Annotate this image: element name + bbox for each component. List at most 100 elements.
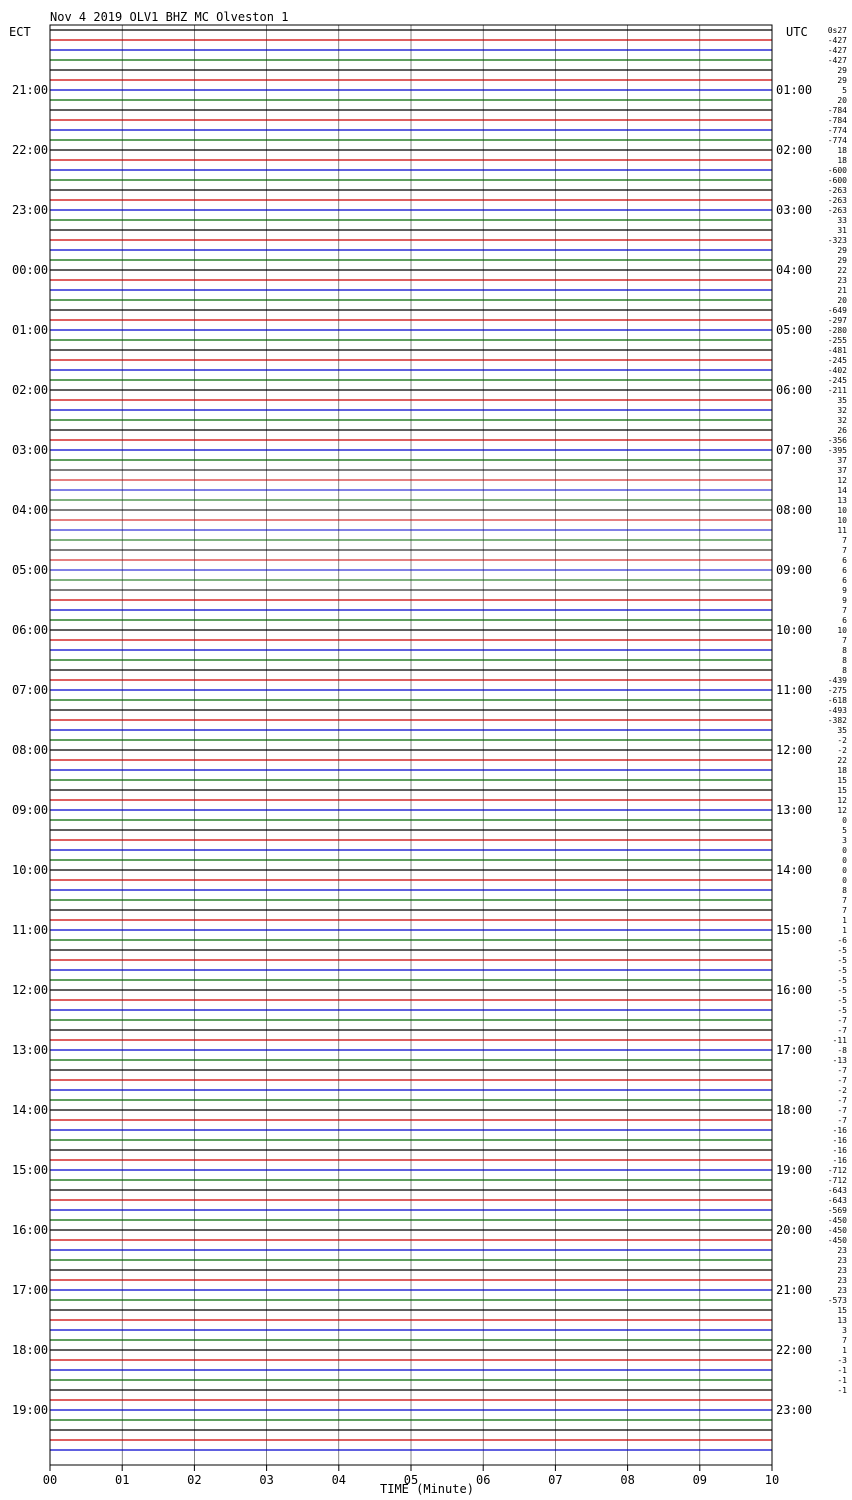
- trace-offset-label: -712: [828, 1176, 847, 1185]
- trace-offset-label: -297: [828, 316, 847, 325]
- trace-offset-label: 10: [837, 516, 847, 525]
- local-hour-label: 02:00: [12, 383, 48, 397]
- local-hour-label: 10:00: [12, 863, 48, 877]
- x-tick-label: 10: [765, 1473, 779, 1487]
- local-hour-label: 15:00: [12, 1163, 48, 1177]
- trace-offset-label: 5: [842, 826, 847, 835]
- minute-grid: [121, 25, 701, 1465]
- trace-offset-label: 10: [837, 626, 847, 635]
- x-axis-label: TIME (Minute): [380, 1482, 474, 1496]
- utc-hour-label: 20:00: [776, 1223, 812, 1237]
- local-hour-label: 00:00: [12, 263, 48, 277]
- trace-offset-label: 29: [837, 76, 847, 85]
- trace-offset-label: 8: [842, 886, 847, 895]
- utc-hour-label: 10:00: [776, 623, 812, 637]
- trace-offset-label: 33: [837, 216, 847, 225]
- trace-offset-label: -1: [837, 1376, 847, 1385]
- local-hour-label: 05:00: [12, 563, 48, 577]
- plot-frame: [49, 24, 773, 1466]
- trace-offset-label: -649: [828, 306, 847, 315]
- trace-offset-label: 6: [842, 576, 847, 585]
- trace-offset-label: -8: [837, 1046, 847, 1055]
- local-hour-label: 06:00: [12, 623, 48, 637]
- local-hour-label: 01:00: [12, 323, 48, 337]
- trace-offset-label: 5: [842, 86, 847, 95]
- trace-offset-label: 7: [842, 636, 847, 645]
- trace-offset-label: 1: [842, 1346, 847, 1355]
- trace-offset-label: -774: [828, 136, 847, 145]
- utc-hour-label: 14:00: [776, 863, 812, 877]
- trace-offset-label: 3: [842, 836, 847, 845]
- trace-offset-label: 8: [842, 656, 847, 665]
- trace-offset-label: -3: [837, 1356, 847, 1365]
- trace-offset-label: 37: [837, 456, 847, 465]
- trace-offset-label: -1: [837, 1366, 847, 1375]
- trace-offset-label: -569: [828, 1206, 847, 1215]
- trace-offset-label: 23: [837, 1286, 847, 1295]
- utc-hour-label: 08:00: [776, 503, 812, 517]
- x-tick-label: 04: [332, 1473, 346, 1487]
- trace-offset-label: -573: [828, 1296, 847, 1305]
- trace-offset-label: -427: [828, 36, 847, 45]
- trace-offset-label: 13: [837, 496, 847, 505]
- trace-offset-label: -7: [837, 1026, 847, 1035]
- trace-offset-label: -450: [828, 1226, 847, 1235]
- trace-offset-label: -5: [837, 966, 847, 975]
- local-hour-label: 14:00: [12, 1103, 48, 1117]
- utc-hour-label: 04:00: [776, 263, 812, 277]
- trace-offset-label: 7: [842, 606, 847, 615]
- trace-offset-label: -13: [833, 1056, 848, 1065]
- trace-offset-label: -7: [837, 1116, 847, 1125]
- utc-hour-label: 19:00: [776, 1163, 812, 1177]
- trace-offset-label: 1: [842, 926, 847, 935]
- trace-offset-label: 6: [842, 616, 847, 625]
- x-tick-label: 07: [548, 1473, 562, 1487]
- utc-hour-label: 06:00: [776, 383, 812, 397]
- trace-offset-label: 29: [837, 256, 847, 265]
- trace-offset-label: 18: [837, 766, 847, 775]
- trace-offset-label: 9: [842, 586, 847, 595]
- trace-offset-label: -784: [828, 106, 847, 115]
- trace-offset-label: 7: [842, 536, 847, 545]
- trace-offset-label: -1: [837, 1386, 847, 1395]
- local-hour-label: 19:00: [12, 1403, 48, 1417]
- trace-offset-label: 18: [837, 156, 847, 165]
- trace-offset-label: 12: [837, 806, 847, 815]
- trace-offset-label: -450: [828, 1236, 847, 1245]
- local-hour-label: 09:00: [12, 803, 48, 817]
- trace-offset-label: -643: [828, 1186, 847, 1195]
- local-hour-label: 21:00: [12, 83, 48, 97]
- trace-offset-label: 0: [842, 816, 847, 825]
- trace-offset-label: 15: [837, 1306, 847, 1315]
- trace-offset-label: -263: [828, 186, 847, 195]
- trace-offset-label: -7: [837, 1066, 847, 1075]
- x-tick-label: 05: [404, 1473, 418, 1487]
- trace-offset-label: -784: [828, 116, 847, 125]
- trace-offset-label: 23: [837, 276, 847, 285]
- trace-offset-label: 0s27: [828, 26, 847, 35]
- trace-offset-label: 15: [837, 776, 847, 785]
- local-hour-label: 07:00: [12, 683, 48, 697]
- x-tick-label: 01: [115, 1473, 129, 1487]
- trace-offset-label: -245: [828, 356, 847, 365]
- trace-offset-label: -600: [828, 176, 847, 185]
- utc-hour-label: 13:00: [776, 803, 812, 817]
- trace-offset-label: 22: [837, 266, 847, 275]
- trace-offset-label: -5: [837, 1006, 847, 1015]
- trace-offset-label: -402: [828, 366, 847, 375]
- local-hour-label: 04:00: [12, 503, 48, 517]
- trace-offset-label: -275: [828, 686, 847, 695]
- x-tick-label: 06: [476, 1473, 490, 1487]
- trace-offset-label: -774: [828, 126, 847, 135]
- left-axis-header: ECT: [9, 25, 31, 39]
- utc-hour-label: 09:00: [776, 563, 812, 577]
- trace-offset-label: 9: [842, 596, 847, 605]
- x-tick-label: 08: [620, 1473, 634, 1487]
- trace-offset-label: -5: [837, 946, 847, 955]
- trace-offset-label: 32: [837, 416, 847, 425]
- trace-offset-label: -600: [828, 166, 847, 175]
- utc-hour-label: 05:00: [776, 323, 812, 337]
- x-tick-label: 03: [259, 1473, 273, 1487]
- trace-offset-label: 0: [842, 846, 847, 855]
- trace-offset-label: -382: [828, 716, 847, 725]
